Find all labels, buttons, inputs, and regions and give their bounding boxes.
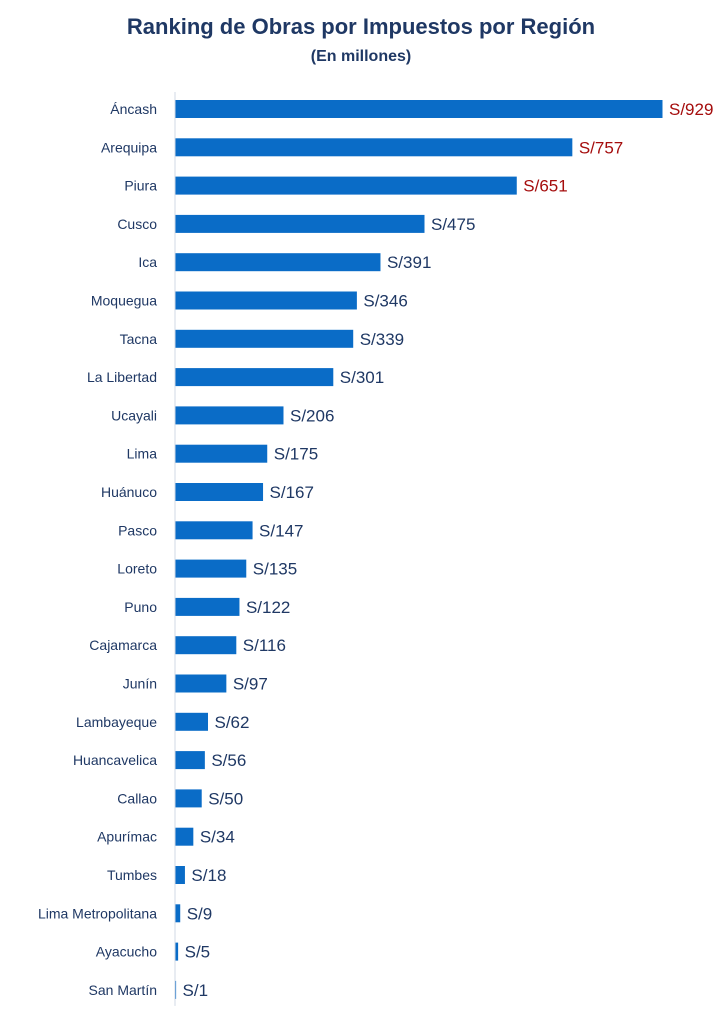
bar — [175, 866, 185, 884]
data-label: S/5 — [185, 943, 211, 962]
data-label: S/475 — [431, 215, 475, 234]
category-label: Puno — [124, 599, 157, 615]
bar — [175, 291, 357, 310]
data-label: S/34 — [200, 828, 235, 847]
category-label: Huancavelica — [73, 752, 157, 768]
category-label: Cajamarca — [89, 637, 157, 653]
category-label: Moquegua — [91, 293, 157, 309]
bar — [175, 253, 381, 272]
data-label: S/116 — [243, 636, 286, 655]
bar — [175, 789, 202, 808]
data-label: S/147 — [259, 521, 303, 540]
bar — [175, 176, 517, 195]
bar — [175, 674, 227, 693]
bar — [175, 827, 194, 846]
data-label: S/122 — [246, 598, 290, 617]
bar — [175, 444, 268, 463]
data-label: S/206 — [290, 406, 334, 425]
category-label: Ayacucho — [96, 944, 157, 960]
data-label: S/651 — [523, 177, 567, 196]
category-label: Huánuco — [101, 484, 157, 500]
bar — [175, 406, 284, 425]
data-label: S/757 — [579, 138, 623, 157]
chart-title: Ranking de Obras por Impuestos por Regió… — [126, 14, 596, 39]
category-label: Tacna — [120, 331, 158, 347]
category-label: Loreto — [117, 561, 157, 577]
data-label: S/175 — [274, 445, 318, 464]
data-label: S/62 — [215, 713, 250, 732]
category-label: Callao — [117, 790, 157, 806]
bar — [175, 100, 663, 118]
category-label: Pasco — [118, 522, 157, 538]
data-label: S/97 — [233, 675, 268, 694]
chart-subtitle: (En millones) — [310, 48, 412, 65]
category-label: Lima — [127, 446, 158, 462]
data-label: S/391 — [387, 253, 431, 272]
category-label: Piura — [124, 178, 157, 194]
data-label: S/50 — [208, 789, 243, 808]
category-label: Arequipa — [101, 139, 157, 155]
category-label: Tumbes — [107, 867, 157, 883]
category-label: Lima Metropolitana — [38, 905, 157, 921]
category-label: Ica — [138, 254, 157, 270]
bar — [175, 368, 334, 387]
category-label: San Martín — [89, 982, 157, 998]
bar — [175, 904, 181, 923]
bar — [175, 636, 237, 655]
category-label: La Libertad — [87, 369, 157, 385]
bar — [175, 483, 264, 501]
data-label: S/18 — [191, 866, 226, 885]
data-label: S/135 — [253, 560, 297, 579]
bar — [175, 138, 573, 157]
bar — [175, 751, 205, 770]
data-label: S/1 — [183, 981, 209, 1000]
data-label: S/167 — [270, 483, 314, 502]
category-label: Lambayeque — [76, 714, 157, 730]
bar — [175, 597, 240, 616]
category-label: Áncash — [110, 101, 157, 117]
bar — [175, 712, 209, 731]
bar — [175, 521, 253, 540]
bar — [175, 559, 247, 578]
bar — [175, 214, 425, 233]
data-label: S/346 — [363, 292, 407, 311]
bar — [175, 942, 179, 961]
category-label: Junín — [123, 676, 157, 692]
category-label: Cusco — [117, 216, 157, 232]
data-label: S/339 — [360, 330, 404, 349]
data-label: S/929 — [669, 100, 713, 119]
data-label: S/9 — [187, 904, 213, 923]
data-label: S/301 — [340, 368, 384, 387]
bar — [175, 980, 177, 999]
data-label: S/56 — [211, 751, 246, 770]
category-label: Apurímac — [97, 829, 157, 845]
category-label: Ucayali — [111, 407, 157, 423]
bar — [175, 329, 354, 348]
